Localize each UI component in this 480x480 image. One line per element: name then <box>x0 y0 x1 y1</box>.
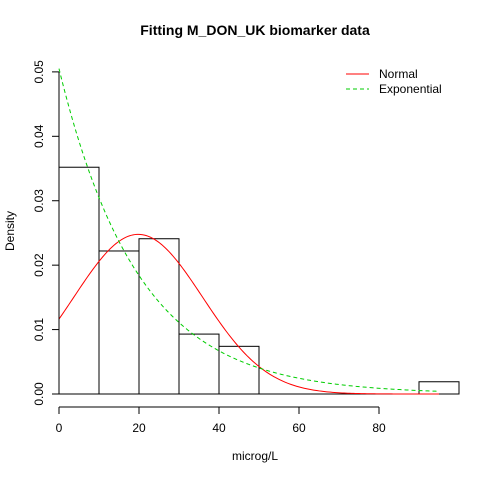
histogram-bar <box>218 345 260 395</box>
legend-label: Normal <box>379 67 418 81</box>
x-axis: 0 20 40 60 80 <box>56 406 386 435</box>
y-axis: 0.00 0.01 0.02 0.03 0.04 0.05 <box>32 60 60 406</box>
x-tick-label: 80 <box>372 421 386 435</box>
histogram-bar <box>98 250 140 395</box>
histogram-bar <box>178 333 220 395</box>
legend-label: Exponential <box>379 82 442 96</box>
fitted-curves <box>58 68 440 395</box>
y-tick-label: 0.03 <box>32 189 46 213</box>
y-tick-label: 0.00 <box>32 382 46 406</box>
histogram-bar <box>418 381 460 395</box>
series-line-exponential <box>58 68 440 392</box>
chart-title: Fitting M_DON_UK biomarker data <box>140 22 370 38</box>
x-axis-label: microg/L <box>232 449 278 463</box>
x-tick-label: 40 <box>212 421 226 435</box>
histogram-bars <box>58 166 460 395</box>
y-tick-label: 0.02 <box>32 253 46 277</box>
y-axis-label: Density <box>3 211 17 251</box>
histogram-bar <box>58 166 100 395</box>
y-tick-label: 0.01 <box>32 318 46 342</box>
series-line-normal <box>58 233 439 395</box>
y-tick-label: 0.04 <box>32 124 46 148</box>
x-tick-label: 60 <box>292 421 306 435</box>
y-tick-label: 0.05 <box>32 60 46 84</box>
x-tick-label: 0 <box>56 421 63 435</box>
x-tick-label: 20 <box>132 421 146 435</box>
